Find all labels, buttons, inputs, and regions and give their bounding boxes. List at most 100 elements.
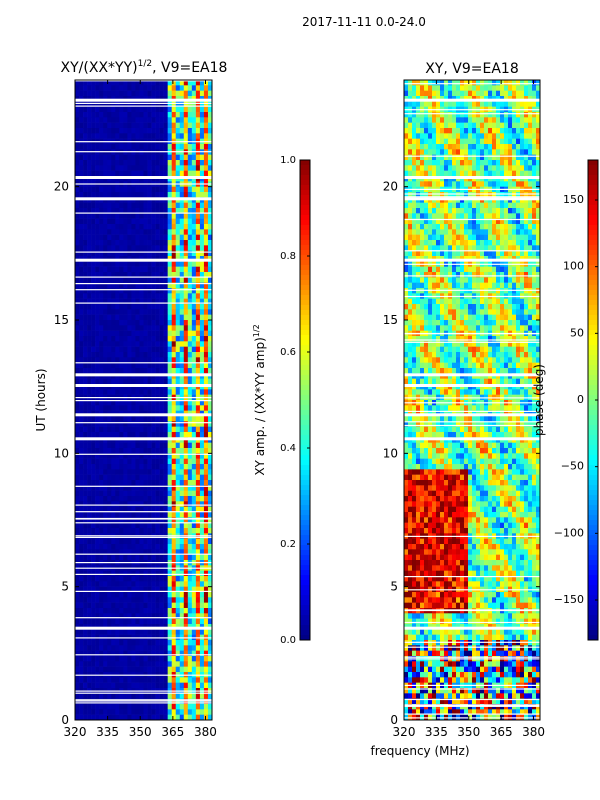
flagged-line: [75, 553, 212, 555]
heatmap-cell: [135, 362, 140, 369]
heatmap-cell: [143, 202, 148, 209]
heatmap-cell: [492, 101, 497, 107]
heatmap-cell: [195, 250, 201, 257]
heatmap-cell: [147, 645, 152, 651]
heatmap-cell: [119, 656, 124, 662]
heatmap-cell: [175, 656, 181, 662]
heatmap-cell: [87, 128, 92, 134]
heatmap-cell: [87, 293, 92, 299]
heatmap-cell: [115, 202, 120, 209]
heatmap-cell: [508, 154, 513, 161]
heatmap-cell: [167, 218, 173, 225]
heatmap-cell: [99, 581, 104, 587]
heatmap-cell: [115, 170, 120, 177]
heatmap-cell: [131, 277, 136, 283]
heatmap-cell: [119, 432, 124, 438]
heatmap-cell: [183, 704, 189, 710]
heatmap-cell: [203, 160, 209, 166]
heatmap-cell: [488, 90, 493, 97]
heatmap-cell: [127, 234, 132, 241]
heatmap-cell: [448, 133, 453, 139]
heatmap-cell: [484, 149, 489, 155]
heatmap-cell: [119, 448, 124, 454]
heatmap-cell: [191, 480, 197, 486]
heatmap-cell: [532, 181, 537, 187]
heatmap-cell: [195, 640, 201, 646]
heatmap-cell: [75, 432, 80, 438]
heatmap-cell: [119, 517, 124, 523]
heatmap-cell: [111, 250, 116, 257]
heatmap-cell: [207, 368, 213, 374]
heatmap-cell: [187, 512, 193, 518]
heatmap-cell: [75, 645, 80, 651]
heatmap-cell: [179, 261, 185, 267]
heatmap-cell: [91, 341, 96, 347]
heatmap-cell: [91, 160, 96, 166]
heatmap-cell: [480, 122, 485, 129]
heatmap-cell: [484, 117, 489, 123]
heatmap-cell: [199, 250, 205, 257]
colorbar-swatch: [300, 245, 310, 251]
heatmap-cell: [508, 112, 513, 118]
heatmap-cell: [179, 234, 185, 241]
heatmap-cell: [175, 346, 181, 353]
heatmap-cell: [91, 362, 96, 369]
heatmap-cell: [91, 506, 96, 513]
heatmap-cell: [115, 544, 120, 550]
heatmap-cell: [119, 128, 124, 134]
heatmap-cell: [408, 90, 413, 97]
heatmap-cell: [207, 330, 213, 337]
heatmap-cell: [135, 250, 140, 257]
heatmap-cell: [107, 512, 112, 518]
heatmap-cell: [516, 112, 521, 118]
heatmap-cell: [191, 597, 197, 603]
heatmap-cell: [127, 512, 132, 518]
heatmap-cell: [183, 506, 189, 513]
heatmap-cell: [179, 581, 185, 587]
heatmap-cell: [127, 336, 132, 342]
heatmap-cell: [183, 512, 189, 518]
heatmap-cell: [167, 368, 173, 374]
heatmap-cell: [99, 80, 104, 86]
heatmap-cell: [412, 165, 417, 171]
heatmap-cell: [123, 421, 128, 427]
colorbar-swatch: [300, 490, 310, 496]
colorbar-swatch: [300, 250, 310, 256]
heatmap-cell: [203, 501, 209, 507]
heatmap-cell: [87, 661, 92, 667]
heatmap-cell: [420, 160, 425, 166]
heatmap-cell: [139, 496, 144, 502]
heatmap-cell: [183, 405, 189, 411]
heatmap-cell: [448, 101, 453, 107]
heatmap-cell: [187, 341, 193, 347]
heatmap-cell: [191, 213, 197, 219]
heatmap-cell: [175, 128, 181, 134]
heatmap-cell: [171, 597, 177, 603]
heatmap-cell: [127, 522, 132, 529]
heatmap-cell: [131, 341, 136, 347]
heatmap-cell: [183, 165, 189, 171]
heatmap-cell: [131, 85, 136, 91]
heatmap-cell: [175, 245, 181, 251]
heatmap-cell: [151, 320, 156, 326]
heatmap-cell: [83, 293, 88, 299]
heatmap-cell: [95, 245, 100, 251]
heatmap-cell: [187, 480, 193, 486]
heatmap-cell: [476, 170, 481, 177]
heatmap-cell: [139, 282, 144, 289]
heatmap-cell: [127, 122, 132, 129]
heatmap-cell: [107, 261, 112, 267]
heatmap-cell: [464, 117, 469, 123]
heatmap-cell: [99, 709, 104, 715]
heatmap-cell: [408, 80, 413, 86]
heatmap-cell: [111, 597, 116, 603]
heatmap-cell: [131, 389, 136, 395]
colorbar-swatch: [300, 415, 310, 421]
heatmap-cell: [127, 474, 132, 481]
heatmap-cell: [131, 80, 136, 86]
heatmap-cell: [131, 282, 136, 289]
heatmap-cell: [191, 90, 197, 97]
heatmap-cell: [187, 218, 193, 225]
heatmap-cell: [183, 581, 189, 587]
heatmap-cell: [151, 581, 156, 587]
